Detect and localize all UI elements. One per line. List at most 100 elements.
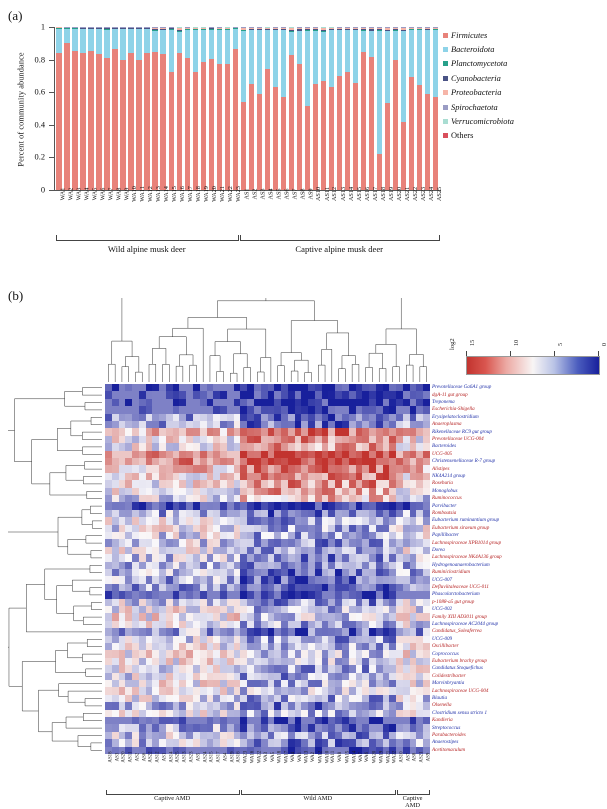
heatmap-cell <box>220 702 227 709</box>
heatmap-cell <box>369 495 376 502</box>
heatmap-cell <box>396 458 403 465</box>
heatmap-cell <box>193 606 200 613</box>
heatmap-cell <box>146 569 153 576</box>
heatmap-cell <box>146 584 153 591</box>
heatmap-cell <box>261 584 268 591</box>
heatmap-cell <box>410 532 417 539</box>
heatmap-cell <box>152 584 159 591</box>
bar-segment <box>112 29 117 49</box>
heatmap-cell <box>227 562 234 569</box>
bar-segment <box>345 30 350 72</box>
heatmap-cell <box>132 532 139 539</box>
heatmap-cell <box>173 517 180 524</box>
heatmap-cell <box>112 488 119 495</box>
heatmap-cell <box>234 613 241 620</box>
heatmap-cell <box>389 458 396 465</box>
heatmap-cell <box>369 517 376 524</box>
heatmap-cell <box>254 510 261 517</box>
heatmap-cell <box>403 473 410 480</box>
heatmap-cell <box>369 480 376 487</box>
heatmap-cell <box>281 495 288 502</box>
heatmap-cell <box>146 406 153 413</box>
heatmap-cell <box>295 510 302 517</box>
heatmap-column-label: AS23 <box>186 756 193 790</box>
bar-segment <box>72 51 77 190</box>
heatmap-cell <box>186 406 193 413</box>
heatmap-row-label: Alistipes <box>432 467 450 472</box>
heatmap-cell <box>105 473 112 480</box>
heatmap-cell <box>179 599 186 606</box>
heatmap-cell <box>227 636 234 643</box>
heatmap-cell <box>132 673 139 680</box>
heatmap-row-label: Roseburia <box>432 481 453 486</box>
heatmap-cell <box>335 658 342 665</box>
heatmap-cell <box>301 451 308 458</box>
heatmap-cell <box>119 658 126 665</box>
bar-segment <box>80 53 85 190</box>
heatmap-cell <box>281 399 288 406</box>
heatmap-cell <box>416 724 423 731</box>
heatmap-cell <box>173 658 180 665</box>
heatmap-cell <box>173 739 180 746</box>
heatmap-cell <box>315 539 322 546</box>
heatmap-cell <box>308 576 315 583</box>
heatmap-cell <box>308 480 315 487</box>
heatmap-cell <box>335 443 342 450</box>
heatmap-cell <box>186 458 193 465</box>
x-tick-label: AS16 <box>360 192 368 232</box>
heatmap-cell <box>362 606 369 613</box>
heatmap-cell <box>166 621 173 628</box>
heatmap-cell <box>186 488 193 495</box>
heatmap-cell <box>193 414 200 421</box>
heatmap-cell <box>159 465 166 472</box>
heatmap-cell <box>220 591 227 598</box>
heatmap-cell <box>288 732 295 739</box>
heatmap-cell <box>268 458 275 465</box>
x-tick-label: AS4 <box>263 192 271 232</box>
heatmap-cell <box>146 539 153 546</box>
heatmap-column-label: AS19 <box>227 756 234 790</box>
heatmap-cell <box>125 576 132 583</box>
heatmap-cell <box>301 488 308 495</box>
heatmap-cell <box>389 436 396 443</box>
heatmap-cell <box>362 569 369 576</box>
heatmap-cell <box>152 680 159 687</box>
heatmap-cell <box>119 525 126 532</box>
heatmap-cell <box>125 525 132 532</box>
colorbar-title: log2 <box>449 338 456 350</box>
heatmap-cell <box>254 717 261 724</box>
heatmap-cell <box>335 687 342 694</box>
heatmap-cell <box>369 658 376 665</box>
heatmap-cell <box>132 643 139 650</box>
heatmap-cell <box>295 547 302 554</box>
heatmap-cell <box>328 562 335 569</box>
heatmap-cell <box>213 495 220 502</box>
heatmap-cell <box>200 650 207 657</box>
panel-b-row-dendrogram <box>8 384 104 754</box>
heatmap-cell <box>119 495 126 502</box>
heatmap-cell <box>227 473 234 480</box>
heatmap-cell <box>342 643 349 650</box>
heatmap-cell <box>268 710 275 717</box>
heatmap-cell <box>254 539 261 546</box>
heatmap-row-label: Parvibacter <box>432 504 456 509</box>
heatmap-cell <box>159 451 166 458</box>
bar-segment <box>369 31 374 57</box>
y-tick-label: 0 <box>41 186 49 195</box>
heatmap-cell <box>166 732 173 739</box>
bar-column <box>352 27 360 190</box>
x-tick-label: AS14 <box>344 192 352 232</box>
heatmap-cell <box>268 443 275 450</box>
heatmap-cell <box>308 606 315 613</box>
heatmap-cell <box>369 613 376 620</box>
heatmap-cell <box>342 510 349 517</box>
heatmap-cell <box>220 673 227 680</box>
heatmap-cell <box>335 584 342 591</box>
heatmap-cell <box>146 710 153 717</box>
heatmap-cell <box>234 680 241 687</box>
heatmap-cell <box>410 569 417 576</box>
heatmap-cell <box>159 576 166 583</box>
heatmap-cell <box>240 458 247 465</box>
heatmap-cell <box>328 451 335 458</box>
heatmap-cell <box>295 443 302 450</box>
